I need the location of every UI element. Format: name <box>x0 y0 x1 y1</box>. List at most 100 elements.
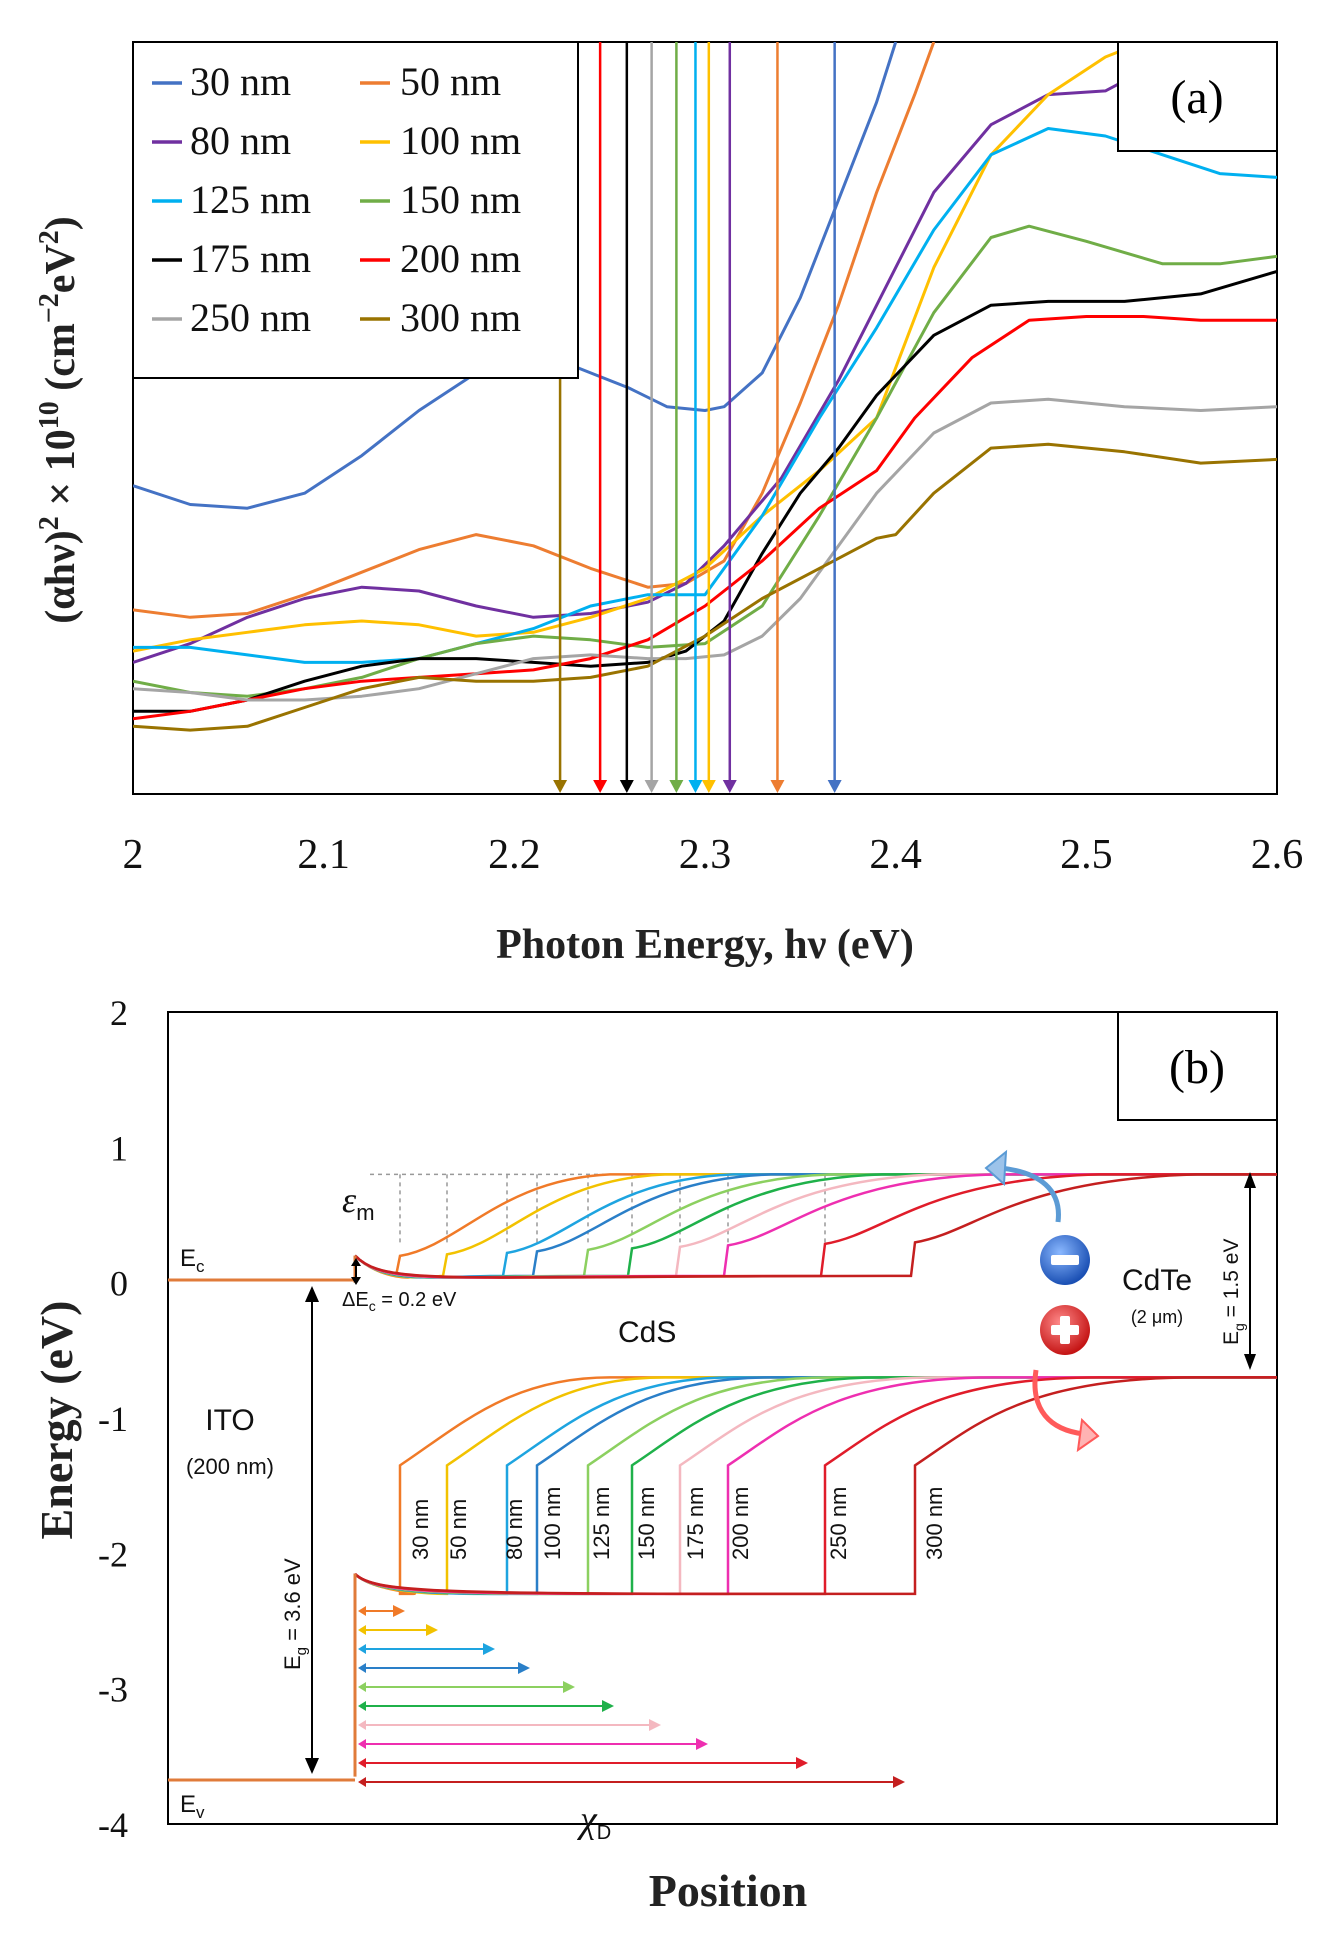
depletion-width-arrows <box>358 1605 905 1788</box>
bandgap-arrowhead-200-nm <box>593 780 608 793</box>
x-tick-labels: 2 2.1 2.2 2.3 2.4 2.5 2.6 <box>123 832 1304 878</box>
panel-a: 2 2.1 2.2 2.3 2.4 2.5 2.6 Photon Energy, hν (e… <box>34 41 1304 968</box>
xd-tail-6 <box>358 1720 366 1730</box>
series-30-nm-line <box>133 42 898 510</box>
legend-entries: 30 nm 50 nm 80 nm 100 nm 125 nm 150 nm 175 nm 2… <box>152 59 521 340</box>
xd-tail-5 <box>358 1701 366 1711</box>
thickness-label-30-nm: 30 nm <box>408 1499 433 1560</box>
x-tick-2-6: 2.6 <box>1251 832 1304 878</box>
x-axis-label-b: Position <box>649 1865 807 1916</box>
thickness-label-50-nm: 50 nm <box>446 1499 471 1560</box>
xd-tail-1 <box>358 1625 366 1635</box>
svg-text:−: − <box>1065 1259 1066 1261</box>
thickness-label-125-nm: 125 nm <box>589 1487 614 1560</box>
label-cdte: CdTe <box>1122 1264 1192 1297</box>
xd-arrowhead-3 <box>518 1662 530 1674</box>
y-tick-0: 0 <box>110 1264 128 1304</box>
cds-conduction-band-9 <box>354 1173 1277 1279</box>
panel-label-b: (b) <box>1169 1041 1225 1094</box>
legend-a <box>132 41 579 379</box>
cds-band-profiles <box>353 1173 1277 1777</box>
xd-tail-2 <box>358 1644 366 1654</box>
label-ev: Ev <box>180 1791 205 1822</box>
series-200-nm-line <box>133 315 1277 721</box>
xd-arrowhead-0 <box>393 1605 405 1617</box>
xd-tail-9 <box>358 1777 366 1787</box>
cds-conduction-band-0 <box>354 1173 1277 1279</box>
series-125-nm-line <box>133 127 1277 664</box>
label-xd: χD <box>576 1799 611 1844</box>
xd-arrowhead-5 <box>602 1700 614 1712</box>
legend-label-300-nm: 300 nm <box>400 295 521 340</box>
cds-conduction-band-8 <box>354 1173 1277 1279</box>
label-delta-ec: ΔEc = 0.2 eV <box>342 1289 457 1314</box>
x-tick-2: 2 <box>123 832 144 878</box>
cds-valence-band-7 <box>353 1376 1277 1596</box>
thickness-label-300-nm: 300 nm <box>922 1487 947 1560</box>
bandgap-arrowhead-300-nm <box>553 780 568 793</box>
xd-arrowhead-8 <box>796 1757 808 1769</box>
plot-area-b <box>167 1011 1278 1825</box>
label-ec: Ec <box>180 1245 205 1276</box>
y-tick-2: -2 <box>98 1534 128 1574</box>
xd-tail-0 <box>358 1606 366 1616</box>
bandgap-arrowhead-80-nm <box>722 780 737 793</box>
series-80-nm-line <box>133 59 1164 664</box>
xd-arrowhead-6 <box>649 1719 661 1731</box>
x-tick-2-5: 2.5 <box>1060 832 1113 878</box>
series-50-nm-line <box>133 42 936 619</box>
label-em: εm <box>342 1180 375 1225</box>
hole-flow-arrow-icon <box>1032 1369 1100 1453</box>
cds-conduction-band-4 <box>354 1173 1277 1279</box>
delta-ec-arrowheads <box>351 1258 361 1285</box>
bandgap-arrowhead-175-nm <box>619 780 634 793</box>
xd-tail-4 <box>358 1682 366 1692</box>
xd-arrowhead-9 <box>893 1776 905 1788</box>
legend-label-100-nm: 100 nm <box>400 118 521 163</box>
cds-valence-band-9 <box>353 1376 1277 1596</box>
legend-label-150-nm: 150 nm <box>400 177 521 222</box>
bandgap-arrowhead-150-nm <box>669 780 684 793</box>
series-250-nm-line <box>133 397 1277 702</box>
xd-arrowhead-7 <box>696 1738 708 1750</box>
bandgap-arrowhead-100-nm <box>701 780 716 793</box>
svg-text:+: + <box>1065 1329 1066 1331</box>
y-tick-3: -3 <box>98 1670 128 1710</box>
thickness-labels: 30 nm 50 nm 80 nm 100 nm 125 nm 150 nm 175 nm 2… <box>408 1487 947 1560</box>
bandgap-arrowhead-50-nm <box>770 780 785 793</box>
bandgap-arrowhead-125-nm <box>688 780 703 793</box>
xd-arrowhead-1 <box>426 1624 438 1636</box>
xd-arrowhead-4 <box>563 1681 575 1693</box>
xd-tail-8 <box>358 1758 366 1768</box>
thickness-label-200-nm: 200 nm <box>728 1487 753 1560</box>
label-cdte-thickness: (2 μm) <box>1131 1307 1183 1327</box>
thickness-label-150-nm: 150 nm <box>634 1487 659 1560</box>
x-tick-2-4: 2.4 <box>869 832 922 878</box>
panel-label-box-b <box>1117 1011 1278 1121</box>
electron-flow-arrow-icon <box>984 1149 1061 1223</box>
label-cds: CdS <box>618 1316 676 1349</box>
y-axis-label-a: (αhν)2 × 1010 (cm−2eV2) <box>34 216 84 624</box>
plot-area-a <box>132 41 1278 795</box>
x-tick-2-1: 2.1 <box>297 832 350 878</box>
cds-conduction-band-2 <box>354 1173 1277 1279</box>
thickness-label-100-nm: 100 nm <box>540 1487 565 1560</box>
bandgap-arrowhead-250-nm <box>644 780 659 793</box>
label-eg-ito: Eg = 3.6 eV <box>280 1558 310 1670</box>
y-axis-label-b: Energy (eV) <box>31 1301 82 1540</box>
label-ito: ITO <box>205 1404 254 1437</box>
x-tick-2-2: 2.2 <box>488 832 541 878</box>
legend-label-175-nm: 175 nm <box>190 236 311 281</box>
thickness-label-175-nm: 175 nm <box>683 1487 708 1560</box>
thickness-label-250-nm: 250 nm <box>826 1487 851 1560</box>
cds-conduction-band-7 <box>354 1173 1277 1279</box>
legend-label-125-nm: 125 nm <box>190 177 311 222</box>
cds-conduction-band-6 <box>354 1173 1277 1279</box>
label-ito-thickness: (200 nm) <box>186 1454 274 1479</box>
y-tick-labels-b: 2 1 0 -1 -2 -3 -4 <box>98 993 128 1845</box>
panel-label-a: (a) <box>1170 71 1223 124</box>
cds-conduction-band-1 <box>354 1173 1277 1279</box>
thickness-label-80-nm: 80 nm <box>502 1499 527 1560</box>
y-tick-4: -4 <box>98 1805 128 1845</box>
